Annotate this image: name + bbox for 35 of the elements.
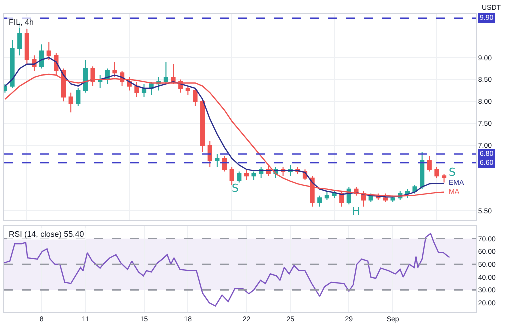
text: FIL, 4h: [9, 18, 34, 27]
candlestick: [186, 86, 190, 96]
candlestick: [193, 88, 198, 107]
candlestick: [142, 84, 147, 98]
candlestick: [215, 154, 220, 168]
candlestick: [318, 195, 322, 208]
candlestick: [434, 166, 440, 179]
candlestick: [164, 62, 168, 85]
candlestick: [200, 98, 206, 153]
candlestick: [420, 152, 425, 190]
annotation: H: [352, 205, 360, 218]
annotation: S: [449, 166, 456, 179]
candlestick: [24, 28, 30, 65]
candlestick: [222, 156, 228, 172]
chart-title: RSI (14, close) 55.40: [9, 230, 85, 239]
candlestick: [324, 191, 330, 201]
candlestick: [134, 81, 140, 98]
candlestick: [76, 88, 81, 107]
candlestick: [208, 140, 212, 168]
candlestick: [427, 156, 432, 172]
candlestick: [68, 92, 74, 114]
candlestick: [390, 195, 396, 203]
candlestick: [83, 60, 88, 94]
candlestick: [442, 173, 447, 184]
candlestick: [10, 40, 15, 90]
candlestick: [230, 166, 234, 186]
candlestick: [237, 171, 242, 184]
candlestick: [46, 42, 52, 61]
candlestick: [40, 44, 44, 70]
candlestick: [412, 184, 418, 194]
annotation: S: [232, 182, 239, 195]
candlestick: [4, 84, 8, 94]
candlestick: [332, 191, 337, 199]
candlestick: [252, 171, 256, 182]
candlestick: [244, 169, 249, 182]
